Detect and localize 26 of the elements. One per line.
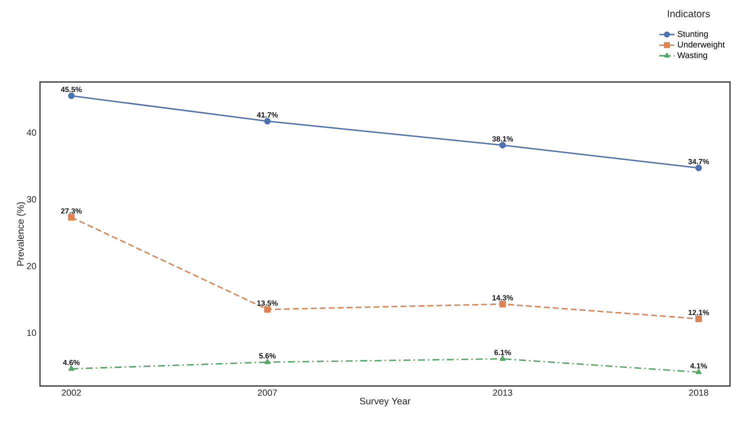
- y-tick-label: 10: [27, 330, 36, 336]
- x-tick-label: 2013: [493, 390, 512, 396]
- x-tick-label: 2018: [689, 390, 708, 396]
- point: [499, 300, 506, 308]
- legend-label: Underweight: [678, 41, 725, 50]
- legend-title: Indicators: [668, 10, 710, 18]
- point: [68, 366, 74, 371]
- x-axis-title: Survey Year: [360, 398, 410, 406]
- legend-label: Stunting: [678, 30, 708, 39]
- y-tick-label: 40: [26, 129, 36, 136]
- point: [695, 315, 702, 322]
- point: [695, 164, 702, 172]
- point: [500, 356, 506, 361]
- y-axis-title: Prevalence (%): [16, 202, 26, 266]
- legend-label: Wasting: [677, 52, 708, 60]
- y-tick-label: 30: [26, 196, 36, 202]
- point: [68, 92, 75, 100]
- point: [68, 214, 75, 221]
- point: [696, 368, 702, 374]
- y-tick-label: 20: [26, 262, 36, 270]
- x-tick-label: 2002: [62, 390, 81, 396]
- point: [264, 306, 271, 313]
- x-tick-label: 2007: [258, 390, 277, 396]
- point: [264, 118, 271, 124]
- point: [499, 142, 506, 149]
- point: [264, 358, 270, 364]
